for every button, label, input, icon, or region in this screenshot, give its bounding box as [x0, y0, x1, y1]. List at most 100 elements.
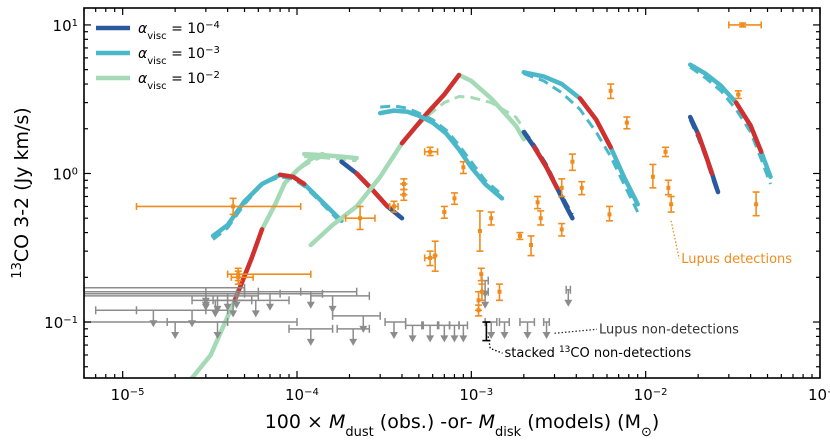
detection-point: [487, 211, 495, 226]
y-tick-label: 101: [53, 17, 78, 35]
detection-point: [450, 192, 458, 206]
model-curve-highlight-2: [277, 172, 307, 187]
annotation-pointer: [487, 336, 503, 354]
model-curve-highlight-4: [399, 72, 462, 146]
detection-point: [605, 205, 613, 222]
model-curve-5: [377, 108, 505, 201]
x-axis-label: 100 × Mdust (obs.) -or- Mdisk (models) (…: [265, 411, 660, 440]
annotation-label: Lupus non-detections: [599, 322, 739, 337]
detection-point: [423, 250, 436, 267]
nondetection-point: [384, 318, 407, 340]
detection-point: [475, 304, 483, 317]
nondetection-point: [235, 289, 324, 311]
model-curve-0: [189, 151, 325, 378]
model-curve-highlight-6: [532, 145, 560, 191]
annotations: Lupus detections Lupus non-detections stac…: [487, 220, 792, 361]
nondetection-point: [166, 318, 298, 340]
nondetection-point: [519, 318, 536, 340]
detection-point: [527, 235, 535, 257]
nondetection-point: [212, 296, 253, 318]
nondetection-point: [135, 306, 229, 328]
detection-point: [423, 146, 439, 157]
detection-point: [431, 240, 439, 272]
detection-point: [667, 195, 675, 213]
axes: 10−5 10−4 10−3 10−2 10−1 10−1 100 101 100 × Mdus…: [10, 7, 830, 440]
detection-point: [477, 267, 485, 282]
nondetection-point: [542, 318, 551, 340]
legend-entry: αvisc = 10−2: [96, 70, 220, 92]
stacked-annotation-label: stacked 13CO non-detections: [505, 345, 692, 361]
model-curve-dashed-9: [689, 65, 772, 185]
y-tick-label: 100: [53, 165, 78, 183]
stacked-nondetection-point: [482, 321, 491, 342]
nondetection-point: [422, 321, 439, 343]
detection-point: [516, 231, 524, 241]
annotation-pointer: [670, 220, 680, 260]
model-curve-highlight-8: [695, 131, 715, 176]
model-curve-dashed-1: [304, 155, 357, 163]
y-tick-label: 10−1: [44, 314, 78, 332]
nondetection-point: [94, 306, 207, 328]
model-curve-1: [301, 151, 359, 161]
detection-point: [649, 163, 657, 189]
nondetection-point: [458, 321, 469, 343]
model-curve-dashed-7: [523, 72, 640, 213]
detection-point: [537, 210, 545, 226]
detection-point: [135, 197, 302, 216]
model-curve-7: [521, 70, 640, 207]
plot-frame: [83, 7, 821, 379]
detection-point: [558, 178, 566, 198]
detection-point: [388, 200, 399, 213]
detection-point: [752, 191, 760, 217]
detection-point: [459, 160, 467, 175]
model-curves: [189, 62, 773, 378]
annotation-label: Lupus detections: [681, 252, 792, 267]
legend-entry: αvisc = 10−4: [96, 20, 220, 42]
nondetection-point: [331, 311, 381, 333]
detection-point: [495, 283, 503, 302]
legend-label: αvisc = 10−3: [138, 45, 220, 67]
model-curve-9: [687, 62, 773, 180]
nondetection-point: [437, 321, 451, 343]
model-curve-highlight-9: [733, 100, 764, 155]
nondetection-point: [448, 321, 460, 343]
detection-point: [568, 153, 576, 172]
annotation-pointer: [554, 328, 598, 334]
model-curve-highlight-0: [232, 227, 265, 303]
nondetection-point: [288, 324, 334, 346]
legend-entry: αvisc = 10−3: [96, 45, 220, 67]
x-tick-label: 10−1: [808, 386, 830, 404]
detection-point: [623, 116, 631, 130]
legend-label: αvisc = 10−4: [138, 20, 220, 42]
detection-point: [578, 180, 586, 196]
nondetection-point: [84, 287, 246, 309]
y-axis-label: 13CO 3-2 (Jy km/s): [10, 107, 34, 278]
detection-point: [558, 222, 566, 237]
nondetection-point: [404, 321, 423, 343]
x-tick-label: 10−2: [634, 386, 668, 404]
detection-point: [728, 21, 763, 29]
nondetection-point: [257, 287, 358, 309]
legend: αvisc = 10−4 αvisc = 10−3 αvisc = 10−2: [96, 20, 220, 92]
nondetection-point: [310, 291, 371, 313]
nondetection-point: [498, 318, 511, 340]
detection-point: [734, 90, 742, 100]
legend-label: αvisc = 10−2: [138, 70, 220, 92]
detection-point: [476, 210, 484, 252]
model-curve-highlight-7: [577, 96, 613, 150]
x-tick-label: 10−4: [285, 386, 319, 404]
detection-point: [534, 195, 542, 210]
detection-point: [664, 179, 672, 196]
nondetection-points: [84, 276, 573, 346]
detection-point: [400, 178, 408, 191]
detection-point: [607, 83, 615, 100]
detection-point: [662, 146, 670, 158]
detection-point: [440, 205, 448, 219]
x-tick-label: 10−5: [111, 386, 145, 404]
detection-points: [135, 21, 763, 342]
x-tick-label: 10−3: [459, 386, 493, 404]
model-curve-dashed-5: [380, 104, 503, 196]
detection-point: [400, 188, 408, 202]
detection-point: [226, 267, 312, 282]
